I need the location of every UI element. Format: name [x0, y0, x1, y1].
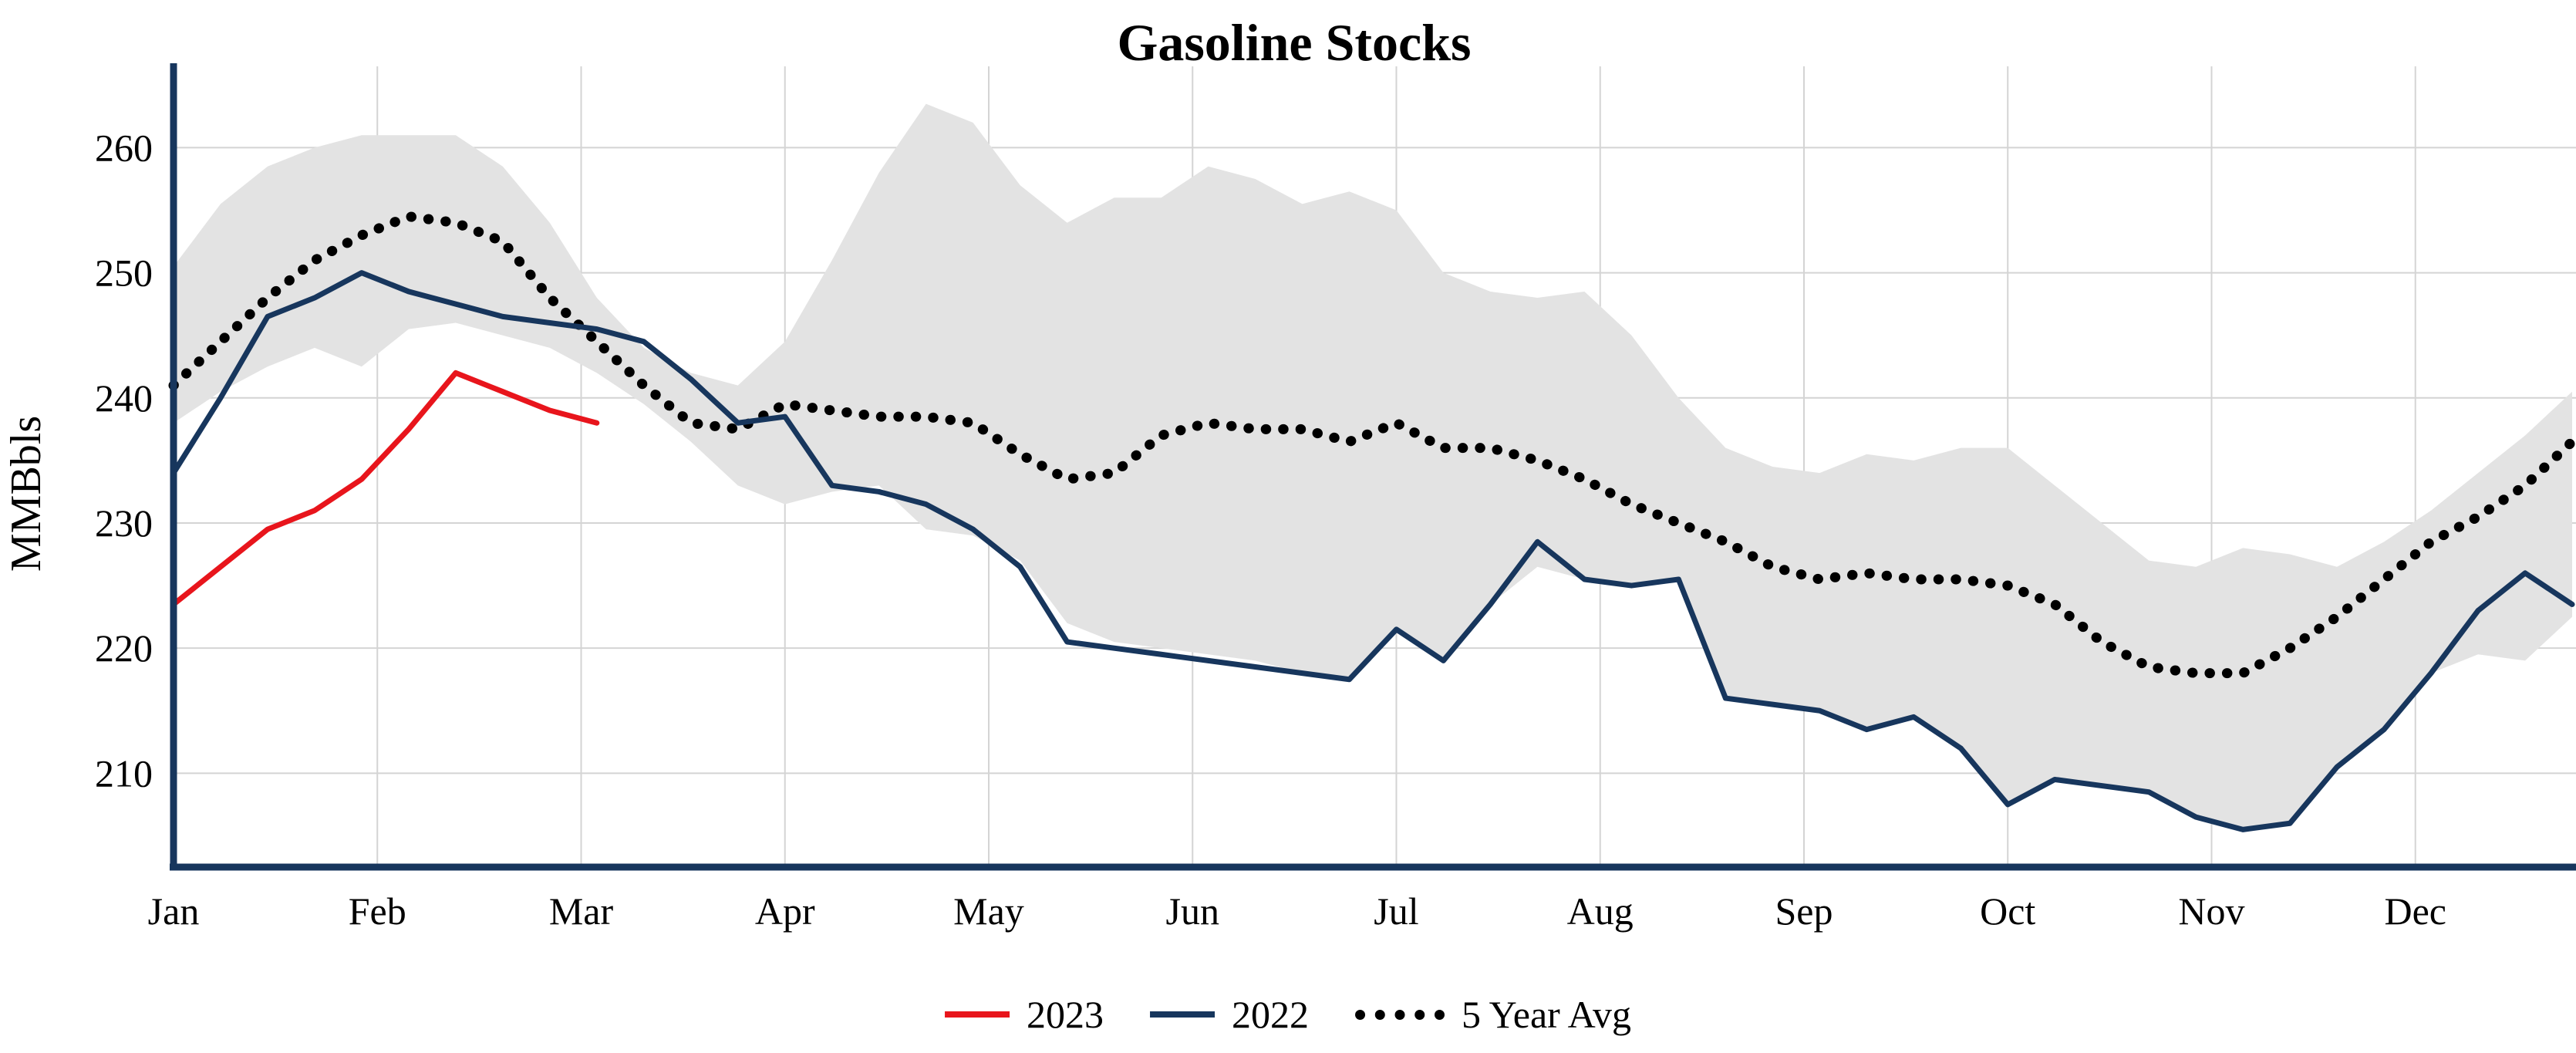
y-tick-label: 230: [95, 501, 153, 545]
legend-swatch-2023-line: [945, 1011, 1010, 1018]
x-tick-label: Mar: [549, 889, 614, 933]
x-tick-label: Oct: [1980, 889, 2035, 933]
y-tick-label: 210: [95, 751, 153, 795]
legend-label-5yr-avg: 5 Year Avg: [1462, 993, 1631, 1036]
legend-item-5yr-avg: 5 Year Avg: [1355, 992, 1631, 1037]
x-tick-label: Jun: [1166, 889, 1219, 933]
y-tick-label: 250: [95, 251, 153, 295]
x-tick-label: Feb: [349, 889, 406, 933]
x-tick-label: Dec: [2384, 889, 2446, 933]
legend-swatch-5yr-avg-dotted-line: [1355, 1009, 1445, 1020]
y-axis-label: MMBbls: [2, 416, 50, 572]
five-year-avg-line: [168, 211, 2576, 679]
y-tick-label: 240: [95, 376, 153, 420]
x-tick-label: Jul: [1374, 889, 1418, 933]
chart-title: Gasoline Stocks: [1117, 13, 1471, 72]
legend-item-2023: 2023: [945, 992, 1104, 1037]
series-2023-line: [170, 370, 600, 607]
x-tick-label: Apr: [755, 889, 815, 933]
x-tick-label: Nov: [2178, 889, 2244, 933]
data-lines: [168, 211, 2576, 832]
series-2022-line: [170, 270, 2575, 832]
y-tick-label: 260: [95, 126, 153, 169]
legend-item-2022: 2022: [1150, 992, 1309, 1037]
legend: 2023 2022 5 Year Avg: [945, 992, 1631, 1037]
legend-swatch-2022-line: [1150, 1011, 1216, 1018]
five-year-range-band: [174, 103, 2572, 830]
x-tick-label: Sep: [1775, 889, 1833, 933]
tick-labels: 210 220 230 240 250 260 Jan Feb Mar Apr May Jun Jul A…: [95, 126, 2446, 933]
legend-label-2022: 2022: [1232, 993, 1310, 1036]
x-tick-label: May: [953, 889, 1024, 933]
x-tick-label: Aug: [1567, 889, 1634, 933]
x-tick-label: Jan: [148, 889, 200, 933]
five-year-range-area: [174, 103, 2572, 830]
y-tick-label: 220: [95, 626, 153, 670]
legend-label-2023: 2023: [1027, 993, 1104, 1036]
